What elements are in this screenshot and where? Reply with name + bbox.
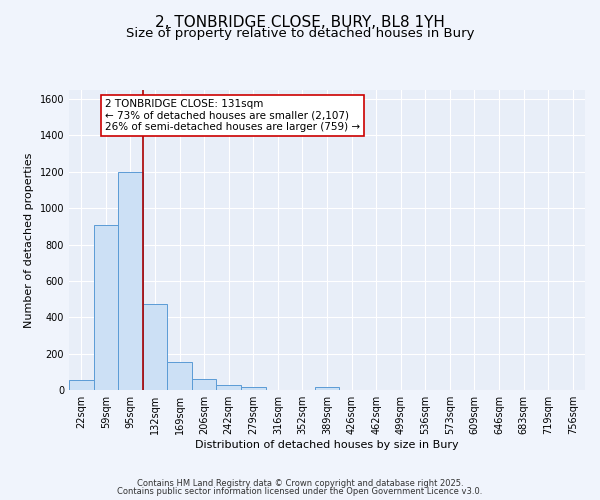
Bar bbox=[315, 388, 339, 390]
Y-axis label: Number of detached properties: Number of detached properties bbox=[24, 152, 34, 328]
Text: 2, TONBRIDGE CLOSE, BURY, BL8 1YH: 2, TONBRIDGE CLOSE, BURY, BL8 1YH bbox=[155, 15, 445, 30]
Bar bbox=[69, 380, 94, 390]
Bar bbox=[118, 172, 143, 390]
Text: Contains public sector information licensed under the Open Government Licence v3: Contains public sector information licen… bbox=[118, 487, 482, 496]
Text: Size of property relative to detached houses in Bury: Size of property relative to detached ho… bbox=[126, 28, 474, 40]
Text: 2 TONBRIDGE CLOSE: 131sqm
← 73% of detached houses are smaller (2,107)
26% of se: 2 TONBRIDGE CLOSE: 131sqm ← 73% of detac… bbox=[105, 99, 360, 132]
Bar bbox=[217, 385, 241, 390]
Bar bbox=[167, 362, 192, 390]
X-axis label: Distribution of detached houses by size in Bury: Distribution of detached houses by size … bbox=[195, 440, 459, 450]
Bar bbox=[143, 304, 167, 390]
Text: Contains HM Land Registry data © Crown copyright and database right 2025.: Contains HM Land Registry data © Crown c… bbox=[137, 478, 463, 488]
Bar bbox=[192, 380, 217, 390]
Bar bbox=[94, 224, 118, 390]
Bar bbox=[241, 388, 266, 390]
